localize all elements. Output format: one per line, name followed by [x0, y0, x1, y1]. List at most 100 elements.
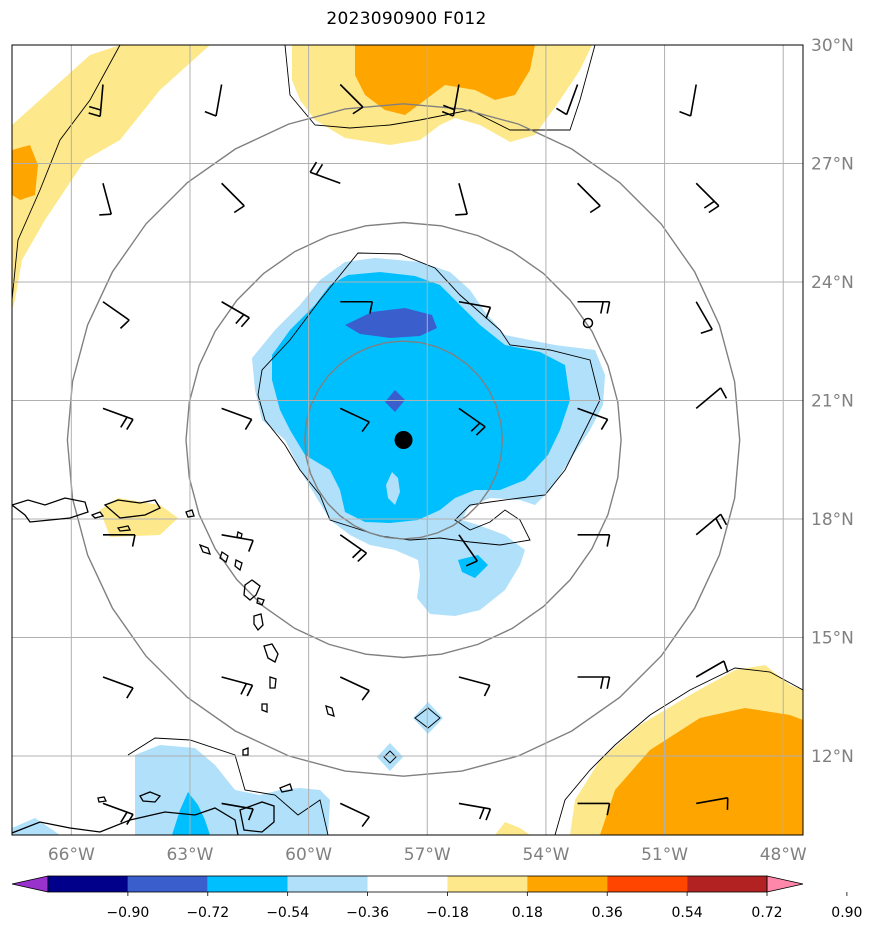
wind-barb-feather [708, 205, 720, 214]
colorbar-segment [48, 876, 128, 892]
island-small [185, 509, 195, 518]
longitude-tick-label: 48°W [760, 845, 807, 865]
wind-barb-feather [126, 687, 134, 699]
wind-barb-feather [235, 314, 245, 325]
positive-anomaly-nw [12, 45, 210, 310]
contour-line [284, 45, 596, 131]
shading-layer [12, 45, 803, 835]
contour-line [414, 707, 441, 729]
colorbar-segment [287, 876, 368, 892]
wind-barb-shaft [221, 182, 245, 207]
longitude-tick-label: 60°W [285, 845, 332, 865]
positive-anomaly-prico [100, 498, 178, 537]
wind-barb-shaft [339, 83, 364, 108]
wind-barb-shaft [458, 407, 486, 428]
wind-barb-feather [126, 813, 134, 825]
colorbar-segment [687, 876, 767, 892]
contour-lines [12, 45, 803, 835]
wind-barb-feather [246, 684, 254, 697]
latitude-tick-label: 12°N [811, 747, 854, 767]
wind-barb-feather [679, 110, 691, 117]
island-st-vincent [261, 703, 268, 713]
latitude-tick-label: 21°N [811, 392, 854, 412]
colorbar-tick-label: 0.72 [751, 905, 782, 921]
wind-barb-shaft [458, 534, 478, 562]
wind-barb-feather [88, 112, 101, 118]
wind-barb-feather [555, 107, 568, 116]
wind-barb-feather [599, 676, 604, 689]
wind-barb-feather [606, 534, 611, 547]
wind-barb-feather [475, 426, 486, 436]
colorbar-tick-label: 0.54 [672, 905, 703, 921]
wind-barb-feather [309, 161, 318, 173]
wind-barb-shaft [458, 300, 491, 309]
wind-barb-shaft [695, 301, 713, 330]
latitude-tick-label: 24°N [811, 273, 854, 293]
longitude-tick-label: 66°W [48, 845, 95, 865]
wind-barb-shaft [695, 513, 722, 536]
island-small [97, 796, 107, 803]
latitude-tick-label: 15°N [811, 629, 854, 649]
contour-line [383, 750, 397, 764]
wind-barb-feather [361, 816, 370, 828]
longitude-labels: 66°W 63°W 60°W 57°W 54°W 51°W 48°W [48, 845, 807, 865]
positive-anomaly-n-core [355, 45, 535, 115]
island-small [116, 525, 132, 532]
wind-barb-feather [485, 307, 492, 319]
small-circle-marker [582, 317, 594, 329]
wind-barb-shaft [695, 660, 725, 678]
wind-barb-feather [600, 418, 609, 430]
wind-barb-feather [478, 807, 485, 820]
wind-barb-feather [247, 808, 254, 821]
colorbar-tick-label: −0.18 [426, 905, 469, 921]
contour-line [127, 737, 329, 835]
wind-barb-shaft [221, 534, 254, 542]
wind-barb-shaft [102, 301, 130, 321]
wind-barb-feather [99, 213, 112, 216]
negative-anomaly-sw-left [12, 818, 60, 835]
longitude-tick-label: 51°W [641, 845, 688, 865]
colorbar-tick-label: 0.18 [512, 905, 543, 921]
colorbar-segment [527, 876, 608, 892]
distance-ring [185, 221, 622, 659]
island-puerto-rico [103, 499, 161, 519]
wind-barb-shaft [221, 407, 252, 421]
wind-barb-feather [723, 660, 729, 673]
colorbar-segment [607, 876, 688, 892]
latitude-labels: 12°N 15°N 18°N 21°N 24°N 27°N 30°N [811, 36, 854, 767]
longitude-tick-label: 63°W [166, 845, 213, 865]
wind-barb-feather [233, 205, 245, 214]
wind-barb-shaft [102, 183, 113, 215]
wind-barb-feather [240, 317, 250, 328]
storm-center-marker [394, 431, 413, 449]
wind-barb-shaft [458, 802, 491, 810]
coast-venezuela [12, 807, 239, 835]
colorbar-tick-label: 0.36 [592, 905, 623, 921]
island-small [219, 550, 229, 564]
wind-barb-shaft [696, 797, 728, 805]
colorbar-tick-label: −0.54 [266, 905, 309, 921]
wind-barb-shaft [565, 84, 579, 115]
wind-barb-feather [465, 560, 478, 567]
latitude-tick-label: 27°N [811, 155, 854, 175]
wind-barb-shaft [339, 676, 370, 692]
wind-barb-shaft [458, 183, 468, 215]
wind-barb-feather [606, 301, 611, 314]
wind-barb-feather [485, 808, 492, 821]
wind-barb-shaft [576, 182, 601, 207]
island-martinique [263, 643, 279, 663]
wind-barb-shaft [215, 84, 223, 117]
negative-anomaly-diamond2 [377, 743, 403, 771]
wind-barb-feather [131, 534, 136, 547]
wind-barb-feather [369, 301, 374, 314]
contour-line [257, 252, 601, 546]
wind-barb-feather [715, 517, 723, 530]
wind-barb-feather [357, 552, 368, 563]
negative-anomaly-mid [272, 272, 570, 523]
wind-barb-feather [720, 387, 728, 399]
contour-line [554, 667, 803, 835]
island-barbados [325, 705, 335, 717]
island-small [90, 511, 105, 519]
colorbar-tick-label: 0.90 [831, 905, 862, 921]
